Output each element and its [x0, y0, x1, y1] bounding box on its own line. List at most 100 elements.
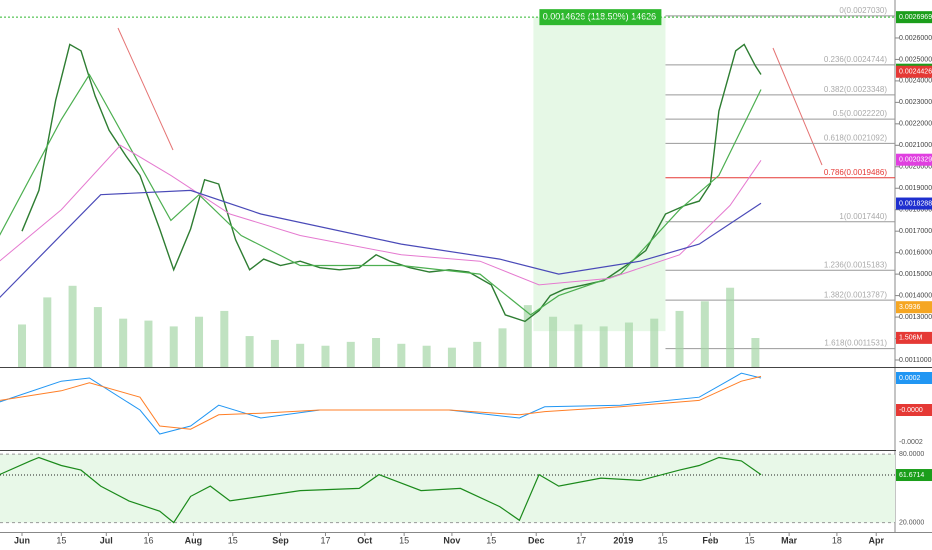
volume-bar	[473, 341, 482, 367]
trend-arrow	[117, 27, 174, 151]
volume-bar	[447, 347, 456, 367]
value-badge-label: 0.0024426	[899, 69, 932, 76]
volume-bar	[422, 345, 431, 367]
value-badge-label: 0.0020329	[899, 157, 932, 164]
macd-line	[0, 375, 762, 430]
y-tick-label: 0.0016000	[899, 249, 932, 256]
volume-bar	[43, 297, 52, 367]
rsi-band	[0, 454, 895, 523]
value-badge-label: 20.0000	[899, 519, 924, 526]
volume-bar	[270, 339, 279, 367]
x-tick-label: 15	[745, 535, 755, 545]
volume-bar	[523, 305, 532, 367]
fib-label: 1.236(0.0015183)	[824, 260, 888, 269]
volume-bar	[650, 318, 659, 367]
x-tick-label: 15	[228, 535, 238, 545]
x-tick-label: 15	[658, 535, 668, 545]
volume-bar	[18, 324, 27, 367]
volume-bar	[93, 307, 102, 367]
volume-bar	[498, 328, 507, 367]
y-tick-label: 0.0026000	[899, 35, 932, 42]
value-badge	[896, 301, 932, 314]
x-tick-label: Apr	[868, 535, 884, 545]
y-tick-label: 0.0021000	[899, 142, 932, 149]
y-tick-label: 0.0013000	[899, 314, 932, 321]
value-badge-label: 0.0002	[899, 375, 921, 382]
x-tick-label: Feb	[702, 535, 719, 545]
x-tick-label: 15	[486, 535, 496, 545]
x-tick-label: Mar	[781, 535, 798, 545]
value-badge-label: -0.0000	[899, 407, 923, 414]
value-badge-label: 80.0000	[899, 451, 924, 458]
value-badge	[896, 153, 932, 166]
price-line	[0, 73, 762, 316]
x-tick-label: 15	[56, 535, 66, 545]
x-tick-label: Jun	[14, 535, 30, 545]
y-tick-label: 0.0022000	[899, 121, 932, 128]
measure-label: 0.0014626 (118.50%) 14626	[543, 12, 656, 22]
volume-bar	[296, 343, 305, 367]
value-badge	[896, 469, 932, 482]
volume-bar	[346, 341, 355, 367]
value-badge	[896, 197, 932, 210]
volume-bar	[751, 338, 760, 367]
x-tick-label: 2019	[613, 535, 633, 545]
volume-bar	[321, 345, 330, 367]
volume-bar	[195, 316, 204, 367]
value-badge	[896, 331, 932, 344]
fib-label: 1.382(0.0013787)	[824, 290, 888, 299]
x-tick-label: Oct	[357, 535, 372, 545]
y-tick-label: 0.0025000	[899, 56, 932, 63]
volume-bar	[700, 301, 709, 367]
x-tick-label: 18	[832, 535, 842, 545]
y-tick-label: 0.0020000	[899, 164, 932, 171]
x-tick-label: 17	[320, 535, 330, 545]
x-tick-label: 15	[399, 535, 409, 545]
volume-bar	[397, 343, 406, 367]
macd-line	[0, 372, 762, 435]
fib-label: 0.236(0.0024744)	[824, 55, 888, 64]
y-tick-label: 0.0024000	[899, 78, 932, 85]
volume-bar	[119, 318, 128, 367]
x-tick-label: 16	[143, 535, 153, 545]
volume-bar	[624, 322, 633, 367]
y-tick-label: 0.0017000	[899, 228, 932, 235]
trend-arrow	[772, 47, 823, 166]
price-line	[0, 189, 762, 299]
value-badge	[896, 436, 932, 448]
fib-label: 1.618(0.0011531)	[824, 339, 887, 348]
value-badge-label: -0.0002	[899, 439, 923, 446]
volume-bar	[574, 324, 583, 367]
x-tick-label: Dec	[528, 535, 545, 545]
fib-label: 0.618(0.0021092)	[824, 133, 888, 142]
value-badge-label: 3.0936	[899, 304, 921, 311]
fib-label: 0(0.0027030)	[839, 6, 887, 15]
value-badge	[896, 448, 932, 461]
y-tick-label: 0.0015000	[899, 271, 932, 278]
y-tick-label: 0.0011000	[899, 357, 932, 364]
y-tick-label: 0.0019000	[899, 185, 932, 192]
x-tick-label: 17	[576, 535, 586, 545]
price-line	[0, 144, 762, 286]
value-badge	[896, 65, 932, 78]
volume-bar	[599, 326, 608, 367]
plot: 0.0014626 (118.50%) 146260.00110000.0012…	[0, 6, 932, 545]
value-badge	[896, 372, 932, 384]
fib-label: 0.786(0.0019486)	[824, 168, 888, 177]
value-badge-label: 0.0026969	[899, 14, 932, 21]
fib-label: 0.382(0.0023348)	[824, 85, 888, 94]
y-tick-label: 0.0023000	[899, 99, 932, 106]
x-tick-label: Jul	[100, 535, 113, 545]
rsi-line	[0, 456, 762, 524]
volume-bar	[245, 336, 254, 367]
volume-bar	[144, 320, 153, 367]
value-badge	[896, 11, 932, 24]
volume-bar	[169, 326, 178, 367]
x-tick-label: Aug	[185, 535, 203, 545]
value-badge-label: 0.0018288	[899, 200, 932, 207]
volume-bar	[726, 287, 735, 367]
x-tick-label: Nov	[443, 535, 460, 545]
fib-label: 1(0.0017440)	[839, 212, 887, 221]
volume-bar	[372, 338, 381, 367]
